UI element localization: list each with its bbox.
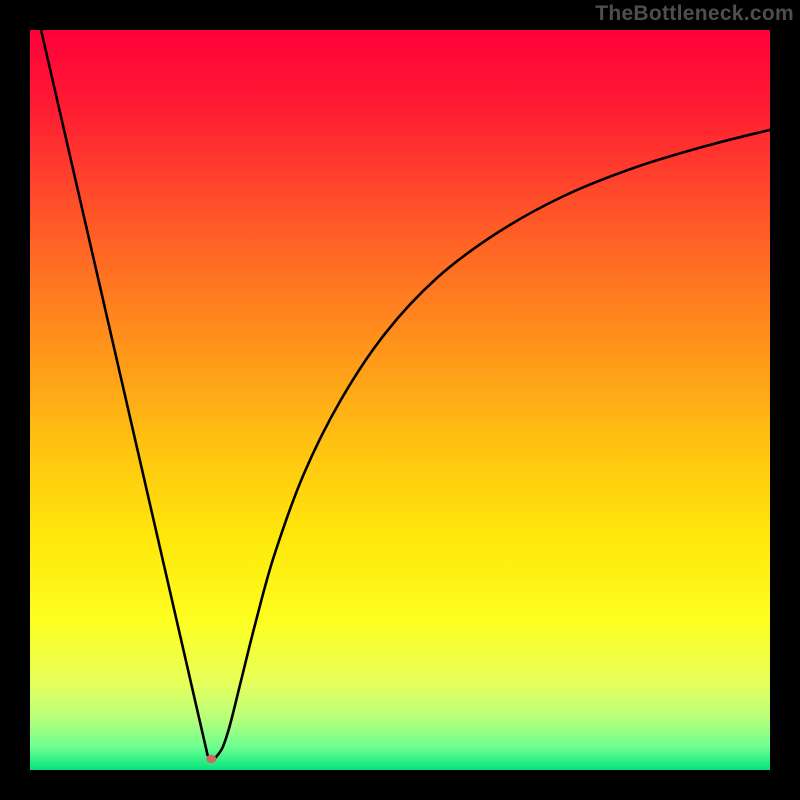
minimum-marker [206, 755, 216, 763]
chart-svg [30, 30, 770, 770]
chart-container: TheBottleneck.com [0, 0, 800, 800]
gradient-background [30, 30, 770, 770]
watermark-text: TheBottleneck.com [595, 2, 794, 26]
plot-area [30, 30, 770, 770]
